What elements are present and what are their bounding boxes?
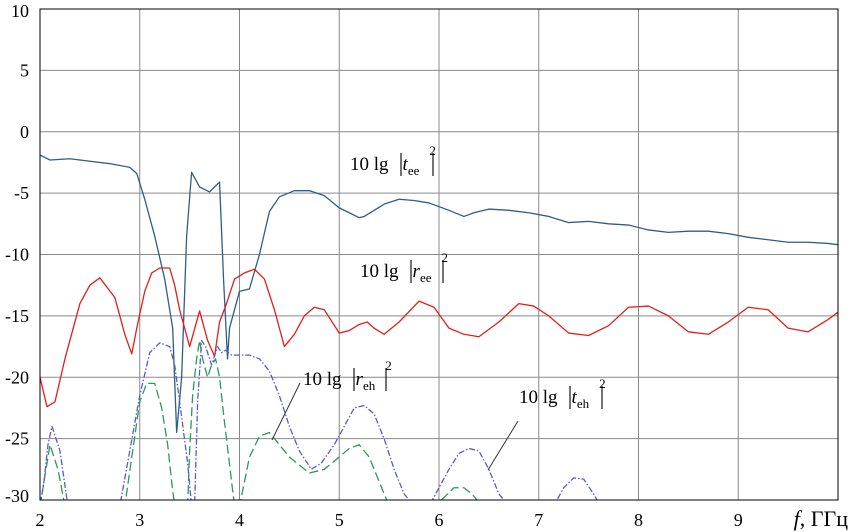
grid	[40, 9, 838, 500]
y-tick-label: 5	[20, 60, 29, 80]
leader-line	[271, 382, 301, 441]
curve-label-tee: 10 lg tee 2	[350, 143, 436, 178]
tick-labels: 10 5 0 -5 -10 -15 -20 -25 -30 2 3 4 5 6 7 8 9	[5, 1, 743, 530]
x-tick-label: 7	[534, 510, 543, 530]
y-tick-label: -10	[5, 245, 29, 265]
curve-label-var: r	[413, 261, 421, 282]
y-tick-label: -25	[5, 429, 29, 449]
x-tick-label: 3	[135, 510, 144, 530]
series-line-ree	[40, 267, 838, 408]
plot-frame	[39, 8, 839, 501]
y-tick-label: -30	[5, 486, 29, 506]
x-axis-label: f, ГГц	[794, 506, 849, 531]
x-tick-label: 5	[335, 510, 344, 530]
curve-label-sub: eh	[363, 378, 376, 393]
y-tick-label: -20	[5, 367, 29, 387]
curve-label-prefix: 10 lg	[303, 369, 342, 390]
curve-label-prefix: 10 lg	[350, 154, 389, 175]
x-axis-label-unit: , ГГц	[800, 506, 848, 531]
series-line-teh	[40, 339, 598, 500]
curve-label-sup: 2	[385, 358, 392, 373]
leader-line	[487, 420, 519, 471]
x-tick-label: 6	[435, 510, 444, 530]
curve-label-var: t	[572, 387, 578, 408]
curve-label-prefix: 10 lg	[519, 387, 558, 408]
x-axis-label-var: f	[794, 506, 803, 531]
curve-label-sub: ee	[408, 163, 420, 178]
curve-label-sup: 2	[599, 376, 606, 391]
y-tick-label: -15	[5, 306, 29, 326]
x-tick-label: 4	[235, 510, 244, 530]
curve-label-var: t	[403, 154, 409, 175]
series-line-tee	[40, 154, 838, 434]
curve-label-sup: 2	[441, 250, 448, 265]
curve-label-sup: 2	[429, 143, 436, 158]
series-layer	[40, 154, 838, 500]
curve-label-sub: ee	[420, 270, 432, 285]
curve-label-sub: eh	[577, 396, 590, 411]
curve-label-ree: 10 lg ree 2	[360, 250, 448, 285]
curve-label-var: r	[356, 369, 364, 390]
y-tick-label: 0	[20, 122, 29, 142]
y-tick-label: 10	[11, 1, 29, 21]
curve-label-prefix: 10 lg	[360, 261, 399, 282]
x-tick-label: 2	[36, 510, 45, 530]
curve-label-teh: 10 lg teh 2	[487, 376, 606, 471]
x-tick-label: 8	[634, 510, 643, 530]
y-tick-label: -5	[14, 183, 29, 203]
curve-label-reh: 10 lg reh 2	[271, 358, 392, 441]
series-line-reh	[40, 339, 478, 500]
x-tick-label: 9	[734, 510, 743, 530]
